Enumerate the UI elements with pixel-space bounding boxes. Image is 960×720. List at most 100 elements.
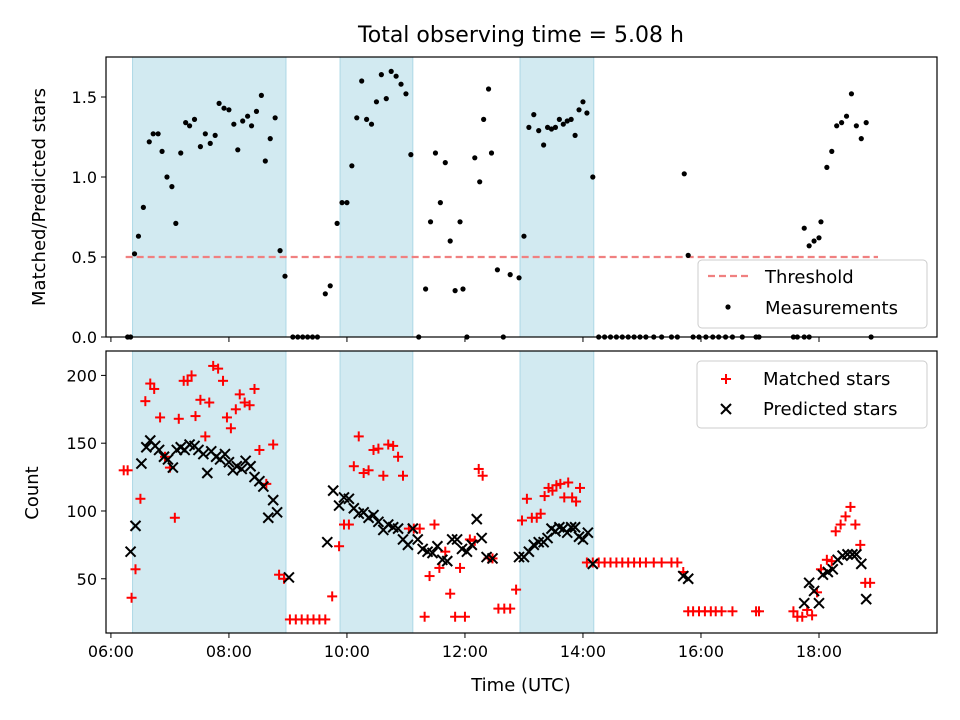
measurement-point bbox=[383, 96, 389, 102]
measurement-point bbox=[197, 144, 204, 150]
top-x-ticks bbox=[110, 337, 820, 342]
matched-point bbox=[434, 562, 445, 573]
measurement-point bbox=[488, 150, 495, 156]
measurement-point bbox=[322, 291, 328, 297]
matched-point bbox=[135, 493, 146, 504]
matched-point bbox=[753, 606, 764, 617]
matched-point bbox=[388, 440, 399, 451]
measurement-point bbox=[576, 107, 582, 113]
predicted-point bbox=[486, 552, 499, 565]
measurement-point bbox=[568, 116, 574, 122]
matched-point bbox=[821, 554, 832, 565]
matched-point bbox=[855, 539, 866, 550]
predicted-point bbox=[441, 555, 453, 567]
measurement-point bbox=[477, 179, 483, 185]
matched-point bbox=[173, 413, 184, 424]
matched-point bbox=[268, 439, 279, 450]
matched-point bbox=[455, 562, 466, 573]
measurement-point bbox=[548, 126, 555, 132]
measurement-point bbox=[248, 123, 255, 129]
bottom-y-axis-label: Count bbox=[22, 466, 43, 519]
matched-point bbox=[865, 577, 876, 588]
measurement-point bbox=[364, 116, 370, 122]
predicted-point bbox=[855, 558, 867, 570]
measurement-point bbox=[685, 252, 691, 258]
measurement-point bbox=[863, 120, 869, 126]
matched-point bbox=[555, 478, 566, 489]
matched-point bbox=[797, 611, 808, 622]
measurement-point bbox=[521, 233, 527, 239]
matched-point bbox=[835, 519, 846, 530]
predicted-point bbox=[827, 563, 839, 575]
matched-point bbox=[547, 485, 558, 496]
predicted-point bbox=[412, 533, 424, 546]
measurement-point bbox=[544, 124, 551, 130]
matched-point bbox=[397, 470, 408, 481]
measurement-point bbox=[135, 233, 142, 239]
matched-point bbox=[327, 591, 338, 602]
predicted-point bbox=[327, 484, 339, 497]
legend-predicted-marker bbox=[720, 403, 732, 415]
bottom-shaded-intervals bbox=[132, 350, 595, 634]
measurement-point bbox=[368, 121, 375, 127]
matched-point bbox=[445, 588, 456, 599]
predicted-point bbox=[587, 558, 599, 570]
matched-point bbox=[850, 519, 861, 530]
predicted-point bbox=[271, 506, 283, 519]
predicted-point bbox=[367, 509, 380, 521]
matched-point bbox=[539, 491, 550, 502]
legend-matched-marker bbox=[721, 374, 731, 384]
measurement-point bbox=[186, 123, 193, 129]
matched-point bbox=[477, 470, 488, 481]
measurement-point bbox=[531, 112, 537, 118]
matched-point bbox=[373, 443, 384, 454]
matched-point bbox=[450, 611, 461, 622]
measurement-point bbox=[572, 132, 578, 138]
matched-point bbox=[169, 512, 180, 523]
matched-point bbox=[840, 511, 851, 522]
top-axes-frame bbox=[105, 56, 938, 338]
matched-point bbox=[378, 470, 389, 481]
matched-point bbox=[424, 571, 435, 582]
predicted-point bbox=[471, 513, 483, 525]
matched-point bbox=[563, 477, 574, 488]
matched-point bbox=[473, 463, 484, 474]
measurement-point bbox=[853, 123, 859, 129]
measurement-point bbox=[359, 78, 365, 84]
bottom-plot-area bbox=[118, 360, 876, 625]
measurement-point bbox=[408, 152, 414, 158]
matched-point bbox=[145, 378, 156, 389]
matched-point bbox=[186, 370, 197, 381]
matched-point bbox=[368, 444, 379, 455]
predicted-point bbox=[533, 536, 545, 548]
measurement-point bbox=[801, 225, 807, 231]
measurement-point bbox=[843, 113, 850, 119]
matched-point bbox=[200, 431, 211, 442]
predicted-point bbox=[682, 573, 694, 585]
predicted-point bbox=[135, 457, 148, 470]
measurement-point bbox=[221, 105, 227, 111]
measurement-point bbox=[164, 174, 170, 180]
predicted-point bbox=[523, 545, 535, 558]
measurement-point bbox=[485, 86, 492, 92]
measurement-point bbox=[580, 99, 586, 105]
matched-point bbox=[788, 606, 799, 617]
measurement-point bbox=[526, 124, 532, 130]
measurement-point bbox=[858, 136, 864, 142]
measurement-point bbox=[191, 116, 198, 122]
matched-point bbox=[244, 400, 255, 411]
measurement-point bbox=[848, 91, 855, 97]
matched-point bbox=[516, 515, 527, 526]
measurement-point bbox=[344, 200, 350, 206]
measurement-point bbox=[590, 174, 596, 180]
y-tick-label: 0.0 bbox=[72, 328, 97, 347]
measurement-point bbox=[839, 120, 845, 126]
legend-threshold-label: Threshold bbox=[764, 267, 854, 288]
measurement-point bbox=[262, 158, 268, 164]
measurement-point bbox=[155, 131, 161, 137]
measurement-point bbox=[834, 123, 840, 129]
top-y-axis-label: Matched/Predicted stars bbox=[29, 88, 50, 306]
measurement-point bbox=[240, 118, 246, 124]
predicted-point bbox=[262, 512, 274, 524]
measurement-point bbox=[339, 200, 345, 206]
